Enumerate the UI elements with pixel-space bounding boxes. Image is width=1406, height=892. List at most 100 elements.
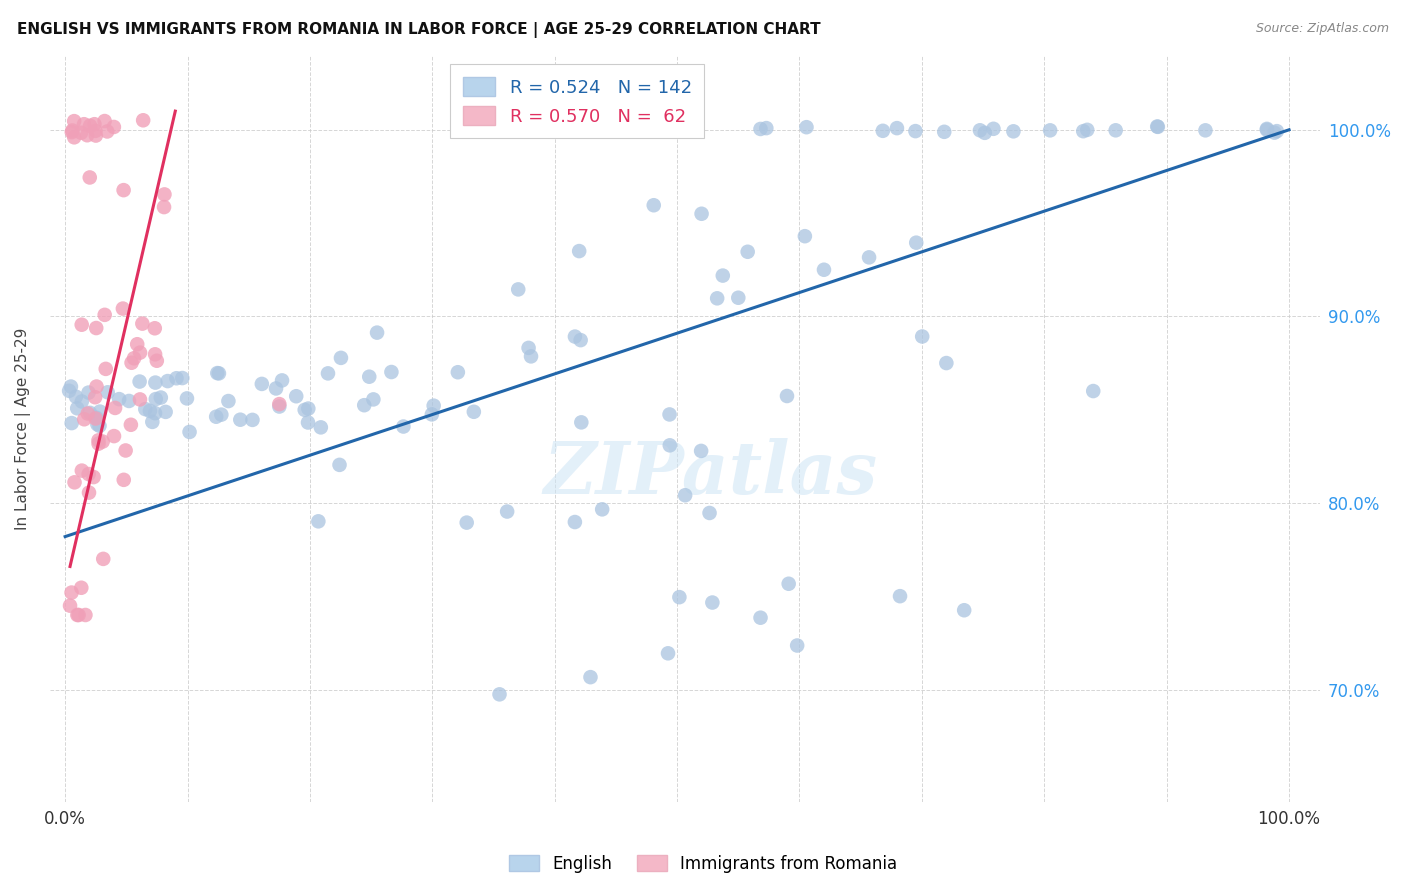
Point — [973, 126, 995, 140]
Point — [1256, 122, 1278, 136]
Point — [145, 392, 167, 406]
Point — [60, 416, 83, 430]
Point — [242, 413, 264, 427]
Point — [141, 415, 163, 429]
Point — [84, 321, 107, 335]
Point — [1002, 124, 1025, 138]
Point — [727, 291, 749, 305]
Point — [132, 113, 155, 128]
Point — [673, 488, 696, 502]
Point — [153, 187, 176, 202]
Point — [143, 321, 166, 335]
Point — [969, 123, 991, 137]
Point — [67, 607, 90, 622]
Point — [508, 282, 530, 296]
Point — [778, 576, 800, 591]
Point — [1083, 384, 1105, 398]
Point — [591, 502, 613, 516]
Point — [264, 381, 287, 395]
Point — [209, 408, 232, 422]
Point — [89, 418, 111, 433]
Point — [70, 581, 93, 595]
Point — [858, 251, 880, 265]
Legend: English, Immigrants from Romania: English, Immigrants from Romania — [502, 848, 904, 880]
Point — [131, 317, 153, 331]
Point — [91, 552, 114, 566]
Point — [172, 371, 194, 385]
Point — [104, 401, 127, 415]
Point — [76, 128, 98, 143]
Point — [329, 351, 352, 365]
Point — [70, 126, 93, 140]
Point — [129, 392, 152, 407]
Point — [87, 436, 110, 450]
Point — [934, 125, 956, 139]
Point — [84, 411, 107, 425]
Point — [905, 235, 928, 250]
Point — [1265, 124, 1288, 138]
Point — [118, 394, 141, 409]
Point — [953, 603, 976, 617]
Point — [79, 170, 101, 185]
Point — [328, 458, 350, 472]
Point — [569, 416, 592, 430]
Point — [1256, 121, 1278, 136]
Text: ZIPatlas: ZIPatlas — [543, 438, 877, 508]
Point — [66, 607, 89, 622]
Point — [520, 350, 543, 364]
Point — [73, 412, 96, 426]
Point — [706, 291, 728, 305]
Point — [63, 475, 86, 490]
Point — [129, 345, 152, 359]
Point — [1146, 120, 1168, 134]
Point — [380, 365, 402, 379]
Point — [66, 401, 89, 416]
Point — [749, 610, 772, 624]
Point — [93, 114, 115, 128]
Point — [229, 413, 252, 427]
Point — [60, 585, 83, 599]
Point — [70, 394, 93, 409]
Point — [297, 401, 319, 416]
Point — [75, 607, 97, 622]
Point — [87, 434, 110, 448]
Point — [666, 856, 689, 871]
Point — [108, 392, 131, 406]
Point — [463, 405, 485, 419]
Point — [363, 392, 385, 407]
Point — [156, 374, 179, 388]
Point — [488, 687, 510, 701]
Point — [128, 375, 150, 389]
Point — [77, 467, 100, 481]
Point — [134, 402, 156, 417]
Point — [86, 417, 108, 432]
Point — [886, 121, 908, 136]
Point — [796, 120, 818, 135]
Point — [205, 409, 228, 424]
Point — [904, 124, 927, 138]
Point — [79, 406, 101, 420]
Point — [111, 301, 134, 316]
Point — [447, 365, 470, 379]
Point — [139, 404, 162, 418]
Point — [250, 376, 273, 391]
Point — [59, 599, 82, 613]
Point — [112, 183, 135, 197]
Point — [872, 124, 894, 138]
Point — [496, 504, 519, 518]
Point — [143, 406, 166, 420]
Point — [353, 398, 375, 412]
Point — [89, 404, 111, 418]
Point — [564, 515, 586, 529]
Point — [935, 356, 957, 370]
Point — [70, 318, 93, 332]
Point — [517, 341, 540, 355]
Point — [103, 429, 125, 443]
Point — [208, 367, 231, 381]
Point — [112, 473, 135, 487]
Point — [755, 121, 778, 136]
Point — [1105, 123, 1128, 137]
Point — [690, 207, 713, 221]
Point — [420, 408, 443, 422]
Point — [1263, 126, 1285, 140]
